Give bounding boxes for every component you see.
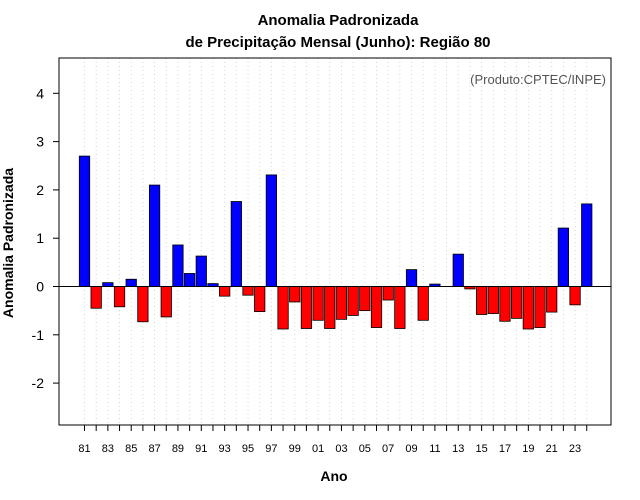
bar-95 (242, 286, 254, 296)
x-tick-label: 99 (289, 443, 301, 455)
bar-91 (195, 255, 207, 287)
bar-23 (569, 286, 581, 306)
x-tick-label: 93 (219, 443, 231, 455)
bar-09 (405, 269, 418, 287)
bar-02 (324, 286, 336, 329)
bar-15 (476, 286, 488, 315)
x-tick-label: 13 (452, 443, 464, 455)
bar-98 (277, 286, 289, 330)
x-axis: 81 83 85 87 89 91 93 95 97 99 01 03 05 07 09 11 13 15 17 19… (78, 425, 588, 455)
bar-84 (113, 286, 126, 308)
bar-13 (452, 253, 464, 287)
y-tick-label: -1 (32, 327, 45, 343)
bar-90 (184, 273, 196, 287)
x-tick-label: 95 (242, 443, 254, 455)
x-tick-label: 17 (499, 443, 511, 455)
bar-96 (254, 286, 266, 313)
bar-88 (160, 286, 172, 318)
x-tick-label: 11 (429, 443, 440, 455)
y-tick-label: 0 (36, 279, 44, 295)
bar-03 (335, 286, 348, 320)
y-tick-label: 4 (36, 85, 44, 101)
bar-05 (359, 286, 371, 312)
bar-81 (78, 155, 91, 287)
bar-93 (219, 286, 231, 297)
x-tick-label: 01 (312, 443, 324, 455)
bar-07 (382, 286, 394, 301)
x-tick-label: 91 (195, 443, 207, 455)
bar-17 (499, 286, 511, 322)
bar-85 (125, 278, 137, 287)
bars (78, 155, 593, 330)
x-tick-label: 19 (522, 443, 534, 455)
bar-08 (394, 286, 406, 329)
bar-10 (417, 286, 429, 321)
bar-18 (511, 286, 523, 319)
bar-01 (312, 286, 324, 321)
x-tick-label: 87 (148, 443, 160, 455)
x-tick-label: 03 (335, 443, 347, 455)
bar-82 (90, 286, 102, 309)
x-tick-label: 07 (382, 443, 394, 455)
bar-89 (172, 244, 184, 287)
y-axis: -2 -1 0 1 2 3 4 (32, 85, 59, 391)
bar-16 (487, 286, 499, 314)
x-tick-label: 21 (546, 443, 558, 455)
bar-97 (265, 174, 277, 287)
bar-22 (557, 227, 569, 287)
bar-21 (546, 286, 558, 313)
y-tick-label: 2 (36, 182, 44, 198)
x-tick-label: 89 (172, 443, 184, 455)
x-tick-label: 09 (405, 443, 417, 455)
bar-86 (137, 286, 149, 323)
y-tick-label: 3 (36, 134, 44, 150)
chart-title-line-2: de Precipitação Mensal (Junho): Região 8… (185, 34, 490, 51)
x-tick-label: 15 (475, 443, 487, 455)
bar-00 (300, 286, 313, 329)
bar-99 (289, 286, 301, 303)
bar-83 (102, 282, 114, 287)
x-tick-label: 05 (359, 443, 371, 455)
bar-24 (581, 203, 593, 287)
bar-06 (370, 286, 383, 328)
credit-label: (Produto:CPTEC/INPE) (470, 72, 606, 87)
x-tick-label: 85 (125, 443, 137, 455)
bar-04 (347, 286, 359, 316)
bar-94 (230, 201, 242, 287)
y-tick-label: 1 (36, 230, 44, 246)
y-tick-label: -2 (32, 375, 45, 391)
x-tick-label: 97 (265, 443, 277, 455)
y-axis-label: Anomalia Padronizada (0, 168, 16, 318)
x-tick-label: 23 (569, 443, 581, 455)
x-axis-label: Ano (320, 468, 347, 484)
x-tick-label: 81 (78, 443, 90, 455)
plot-frame (58, 57, 612, 426)
bar-87 (148, 184, 161, 287)
bar-20 (534, 286, 546, 328)
bar-19 (522, 286, 534, 330)
x-tick-label: 83 (102, 443, 114, 455)
chart-title-line-1: Anomalia Padronizada (258, 12, 420, 29)
